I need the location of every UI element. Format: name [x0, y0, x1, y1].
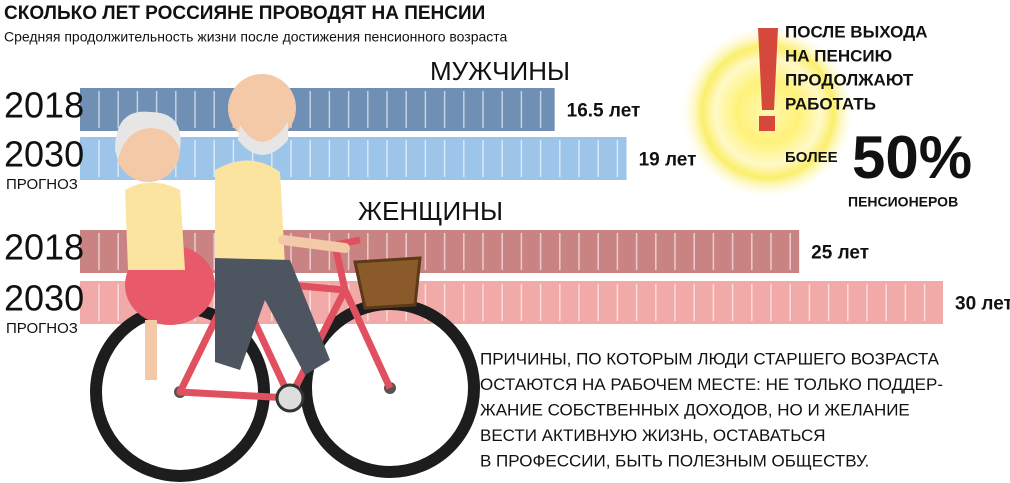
category-label: 2030 — [4, 278, 84, 319]
callout-suffix: ПЕНСИОНЕРОВ — [848, 194, 958, 210]
exclamation-dot — [759, 116, 775, 131]
man-trousers — [215, 258, 330, 375]
category-label: 2030 — [4, 134, 84, 175]
callout-line: ПРОДОЛЖАЮТ — [785, 70, 914, 89]
crank — [275, 383, 305, 413]
woman-shirt — [125, 182, 185, 270]
title: СКОЛЬКО ЛЕТ РОССИЯНЕ ПРОВОДЯТ НА ПЕНСИИ — [4, 3, 485, 24]
illustration — [90, 74, 480, 482]
basket — [353, 256, 422, 310]
man-arm — [278, 235, 350, 253]
note-line: ЖАНИЕ СОБСТВЕННЫХ ДОХОДОВ, НО И ЖЕЛАНИЕ — [480, 400, 910, 419]
group-label: ЖЕНЩИНЫ — [358, 196, 503, 226]
woman-leg — [145, 320, 157, 380]
man-head — [228, 74, 296, 142]
note-line: В ПРОФЕССИИ, БЫТЬ ПОЛЕЗНЫМ ОБЩЕСТВУ. — [480, 451, 869, 470]
value-label: 16.5 лет — [567, 101, 641, 122]
glow — [680, 24, 856, 200]
callout-line: ПОСЛЕ ВЫХОДА — [785, 22, 928, 41]
value-label: 25 лет — [811, 243, 869, 264]
man-beard — [238, 122, 288, 155]
value-label: 30 лет — [955, 294, 1010, 315]
category-label: 2018 — [4, 85, 84, 126]
frame — [176, 236, 394, 402]
group-label: МУЖЧИНЫ — [430, 56, 570, 86]
subtitle: Средняя продолжительность жизни после до… — [4, 29, 508, 45]
note-line: ПРИЧИНЫ, ПО КОТОРЫМ ЛЮДИ СТАРШЕГО ВОЗРАС… — [480, 349, 940, 368]
callout-line: РАБОТАТЬ — [785, 94, 876, 113]
callout-line: НА ПЕНСИЮ — [785, 46, 892, 65]
exclamation — [758, 28, 778, 110]
callout-figure: 50% — [852, 124, 972, 191]
category-sublabel: ПРОГНОЗ — [6, 176, 78, 193]
callout-prefix: БОЛЕЕ — [785, 149, 838, 166]
note-line: ОСТАЮТСЯ НА РАБОЧЕМ МЕСТЕ: НЕ ТОЛЬКО ПОД… — [480, 375, 943, 394]
woman-hair — [115, 111, 181, 160]
man-shirt — [215, 160, 285, 265]
value-label: 19 лет — [639, 150, 697, 171]
category-sublabel: ПРОГНОЗ — [6, 320, 78, 337]
note-line: ВЕСТИ АКТИВНУЮ ЖИЗНЬ, ОСТАВАТЬСЯ — [480, 426, 826, 445]
category-label: 2018 — [4, 227, 84, 268]
